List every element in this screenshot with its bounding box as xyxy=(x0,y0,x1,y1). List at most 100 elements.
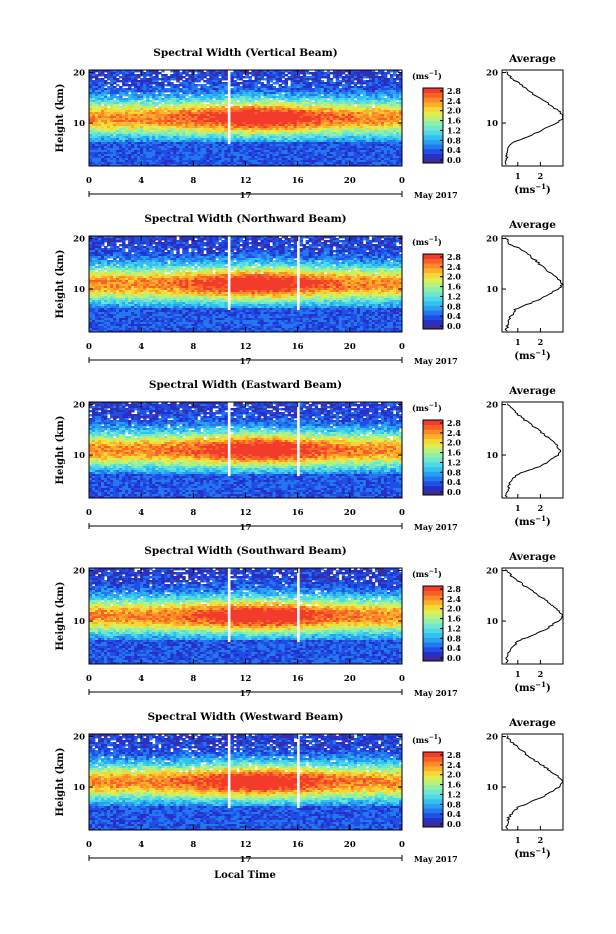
heatmap-cell xyxy=(182,72,185,74)
heatmap-cell xyxy=(224,104,227,106)
heatmap-cell xyxy=(137,90,140,92)
heatmap-cell xyxy=(203,80,206,82)
heatmap-cell xyxy=(230,84,233,86)
colorbar-tick-label: 1.2 xyxy=(447,125,461,135)
heatmap-cell xyxy=(200,92,203,94)
heatmap-cell xyxy=(146,74,149,76)
heatmap-cell xyxy=(279,80,282,82)
heatmap-cell xyxy=(354,78,357,80)
heatmap-cell xyxy=(342,80,345,82)
average-profile-line xyxy=(505,72,563,166)
heatmap-cell xyxy=(282,98,285,100)
heatmap-cell xyxy=(167,84,170,86)
heatmap-cell xyxy=(116,84,119,86)
average-unit-base: (ms xyxy=(514,185,535,196)
colorbar-unit-base: (ms xyxy=(412,71,429,81)
heatmap-cell xyxy=(197,80,200,82)
heatmap-cell xyxy=(276,82,279,84)
heatmap-cell xyxy=(149,96,152,98)
heatmap xyxy=(89,236,402,332)
y-axis-label: Height (km) xyxy=(55,84,66,153)
heatmap-cell xyxy=(252,74,255,76)
heatmap-cell xyxy=(125,84,128,86)
heatmap-cell xyxy=(249,102,252,104)
heatmap-cell xyxy=(224,92,227,94)
colorbar-swatch xyxy=(423,88,443,93)
average-frame xyxy=(502,70,563,166)
heatmap-cell xyxy=(282,82,285,84)
heatmap-cell xyxy=(288,72,291,74)
x-tick-label: 20 xyxy=(344,176,356,186)
heatmap-cell xyxy=(164,84,167,86)
heatmap-cell xyxy=(101,102,104,104)
colorbar-swatch xyxy=(423,97,443,102)
heatmap-cell xyxy=(116,80,119,82)
heatmap-cell xyxy=(95,262,98,264)
average-x-tick-label: 2 xyxy=(538,171,544,181)
heatmap-cell xyxy=(221,78,224,80)
heatmap-cell xyxy=(288,78,291,80)
heatmap-cell xyxy=(230,102,233,104)
heatmap-cell xyxy=(137,76,140,78)
heatmap-cell xyxy=(200,78,203,80)
colorbar-tick-label: 0.0 xyxy=(447,155,461,165)
heatmap-cell xyxy=(309,78,312,80)
heatmap-cell xyxy=(170,78,173,80)
colorbar-swatch xyxy=(423,154,443,159)
heatmap-cell xyxy=(158,72,161,74)
heatmap-cell xyxy=(312,98,315,100)
heatmap-cell xyxy=(206,74,209,76)
heatmap-cell xyxy=(152,72,155,74)
heatmap-cell xyxy=(104,84,107,86)
average-unit-exponent: −1 xyxy=(535,182,546,191)
heatmap-cell xyxy=(264,74,267,76)
heatmap-cell xyxy=(137,98,140,100)
colorbar-tick-label: 1.6 xyxy=(447,116,461,126)
heatmap-cell xyxy=(206,104,209,106)
colorbar-swatch xyxy=(423,135,443,140)
heatmap-cell xyxy=(339,76,342,78)
heatmap-cell xyxy=(173,78,176,80)
colorbar-tick-label: 0.4 xyxy=(447,145,461,155)
heatmap-cell xyxy=(92,76,95,78)
colorbar-tick-label: 2.0 xyxy=(447,106,461,116)
x-tick-label: 0 xyxy=(86,176,92,186)
heatmap-cell xyxy=(143,96,146,98)
heatmap-cell xyxy=(164,90,167,92)
heatmap-cell xyxy=(224,78,227,80)
x-tick-label: 0 xyxy=(399,176,405,186)
heatmap-cell xyxy=(119,76,122,78)
heatmap-cell xyxy=(363,82,366,84)
heatmap-cell xyxy=(387,72,390,74)
heatmap-cell xyxy=(396,98,399,100)
heatmap-cell xyxy=(242,76,245,78)
heatmap-cell xyxy=(116,74,119,76)
heatmap-cell xyxy=(152,82,155,84)
heatmap-cell xyxy=(170,102,173,104)
colorbar-swatch xyxy=(423,130,443,135)
heatmap-cell xyxy=(131,84,134,86)
colorbar-swatch xyxy=(423,102,443,107)
heatmap-cell xyxy=(273,82,276,84)
colorbar-unit: (ms−1) xyxy=(412,70,442,81)
colorbar-tick-label: 2.8 xyxy=(447,86,461,96)
average-x-tick-label: 1 xyxy=(515,171,521,181)
heatmap-cell xyxy=(233,76,236,78)
heatmap-cell xyxy=(107,78,110,80)
heatmap-cell xyxy=(282,90,285,92)
heatmap-cell xyxy=(212,96,215,98)
heatmap-cell xyxy=(366,76,369,78)
colorbar-unit-close: ) xyxy=(438,71,442,81)
heatmap-cell xyxy=(119,72,122,74)
average-y-tick-label: 20 xyxy=(486,69,498,79)
colorbar-unit-exponent: −1 xyxy=(429,70,438,77)
heatmap-cell xyxy=(255,98,258,100)
colorbar-swatch xyxy=(423,121,443,126)
heatmap-cell xyxy=(161,94,164,96)
heatmap-cell xyxy=(185,74,188,76)
heatmap-cell xyxy=(95,268,98,270)
heatmap-cell xyxy=(330,72,333,74)
heatmap-cell xyxy=(158,78,161,80)
colorbar-tick-label: 2.4 xyxy=(447,96,461,106)
